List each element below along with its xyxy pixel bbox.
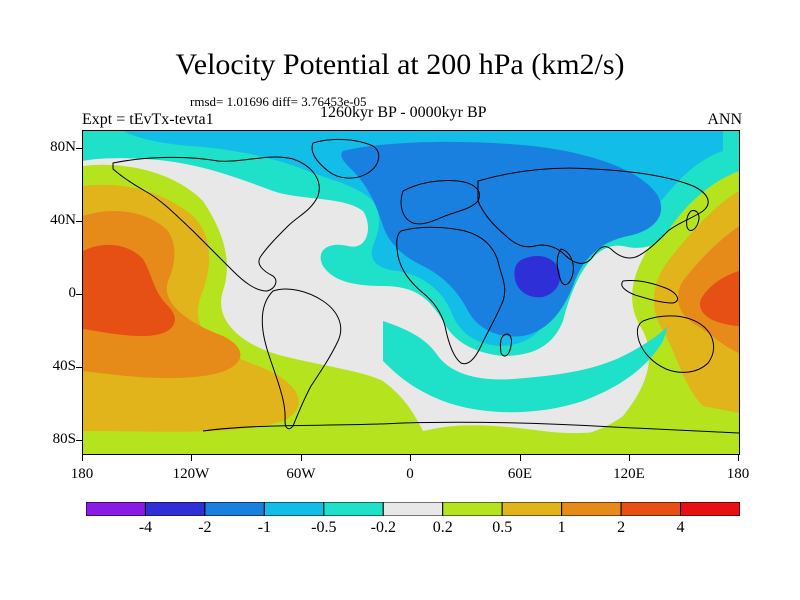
coast-greenland [311, 138, 380, 179]
colorbar-label: -1 [257, 519, 272, 536]
y-tick-label: 40S [52, 358, 76, 374]
colorbar-swatch [86, 502, 146, 516]
colorbar-label: -0.2 [370, 519, 396, 536]
x-tick-label: 60W [286, 466, 316, 482]
y-tick-label: 80S [52, 431, 76, 447]
colorbar-label: 0.2 [432, 519, 453, 536]
colorbar-label: 0.5 [492, 519, 513, 536]
colorbar-swatch [680, 502, 740, 516]
field-neg-mid [341, 141, 662, 337]
x-tick-label: 180 [726, 466, 750, 482]
colorbar-swatch [263, 502, 325, 516]
colorbar-swatch [442, 502, 503, 516]
experiment-label: Expt = tEvTx-tevta1 [82, 111, 214, 128]
colorbar-label: 4 [676, 519, 685, 536]
coast-north-america [112, 156, 320, 292]
coast-australia [636, 315, 715, 373]
coast-antarctica [202, 421, 739, 434]
period-label: 1260kyr BP - 0000kyr BP [320, 104, 487, 121]
page-title: Velocity Potential at 200 hPa (km2/s) [175, 48, 625, 81]
coast-asia [477, 167, 709, 264]
coast-india [556, 248, 574, 286]
colorbar-swatch [204, 502, 265, 516]
x-tick-label: 0 [406, 466, 414, 482]
x-tick-label: 180 [70, 466, 94, 482]
x-tick-label: 120E [613, 466, 645, 482]
field-neg-strong [514, 256, 561, 298]
coastlines [112, 138, 739, 434]
colorbar-swatch [561, 502, 622, 516]
coast-europe [400, 180, 480, 225]
season-label: ANN [707, 111, 742, 128]
coast-africa [396, 226, 506, 365]
field-neg-ocean-south [383, 321, 668, 413]
x-axis-ticks [82, 455, 740, 461]
colorbar-label: 1 [557, 519, 566, 536]
x-tick-label: 60E [507, 466, 533, 482]
colorbar-label: -2 [198, 519, 212, 536]
colorbar-swatch [323, 502, 384, 516]
y-tick-label: 40N [50, 212, 76, 228]
colorbar-swatch [620, 502, 682, 516]
x-tick-label: 120W [172, 466, 210, 482]
coast-japan [686, 210, 700, 231]
field-pos-max-east [699, 271, 739, 326]
colorbar-swatch [501, 502, 563, 516]
y-axis-ticks [76, 130, 82, 455]
colorbar [86, 502, 740, 516]
coast-indonesia [621, 280, 679, 304]
field-pos-weak-south [423, 425, 643, 454]
colorbar-swatch [144, 502, 206, 516]
colorbar-swatch [382, 502, 444, 516]
colorbar-label: 2 [617, 519, 626, 536]
colorbar-label: -0.5 [311, 519, 337, 536]
y-tick-label: 0 [68, 285, 77, 301]
coast-madagascar [499, 333, 512, 357]
velocity-potential-map [83, 131, 739, 454]
map-panel [82, 130, 740, 455]
field-pos-max-west [83, 244, 175, 336]
y-tick-label: 80N [50, 139, 76, 155]
stats-label: rmsd= 1.01696 diff= 3.76453e-05 [190, 94, 367, 109]
colorbar-label: -4 [138, 519, 153, 536]
